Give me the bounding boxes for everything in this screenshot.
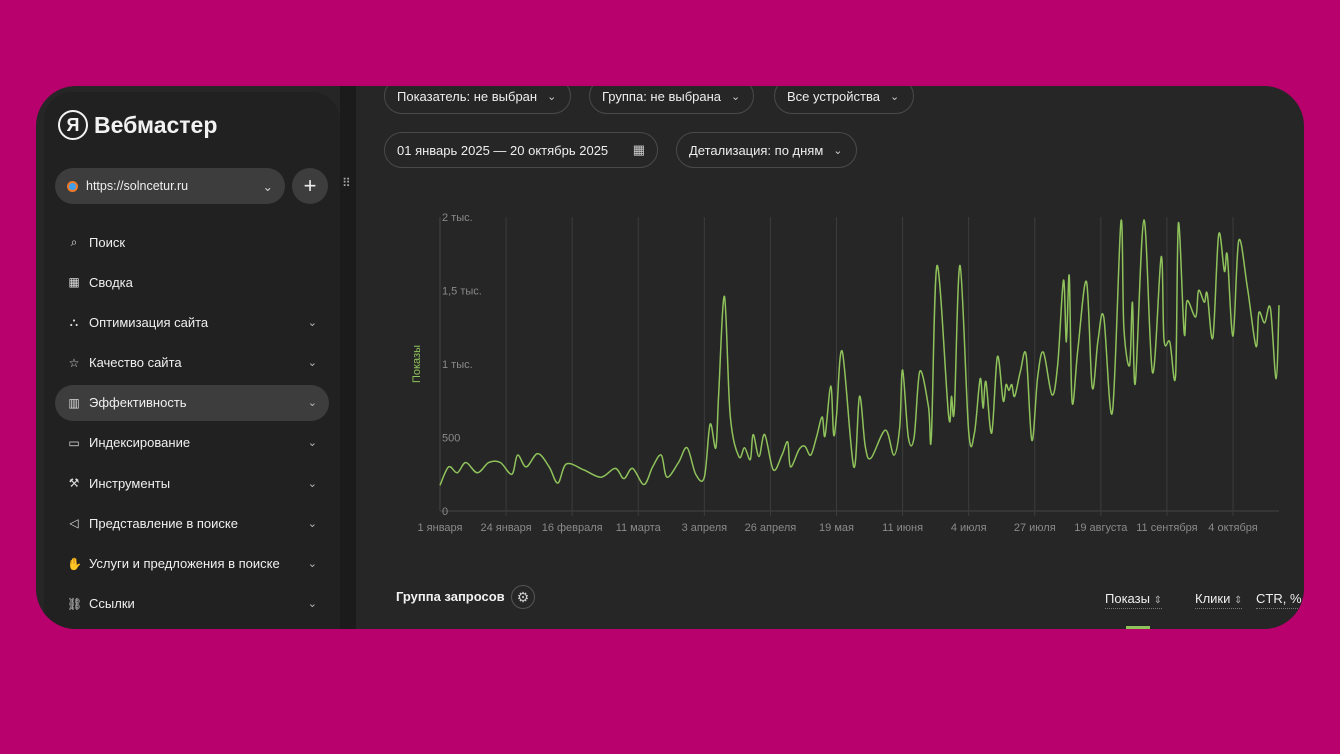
date-range-picker[interactable]: 01 январь 2025 — 20 октябрь 2025 ▦ bbox=[384, 132, 658, 168]
sidebar-item[interactable]: ⛬ Оптимизация сайта ⌄ bbox=[55, 304, 329, 340]
sidebar-item-label: Сводка bbox=[89, 274, 133, 290]
column-label: CTR, % bbox=[1256, 591, 1302, 606]
sidebar-item-label: Индексирование bbox=[89, 435, 191, 451]
calendar-icon: ▦ bbox=[632, 142, 645, 157]
site-url: https://solncetur.ru bbox=[86, 179, 189, 193]
query-group-title: Группа запросов bbox=[396, 589, 505, 604]
sidebar-nav: ⌕ Поиск ▦ Сводка ⛬ Оптимизация сайта ⌄ ☆ Качеств… bbox=[55, 224, 329, 626]
logo[interactable]: Я Вебмастер bbox=[58, 110, 217, 140]
x-tick-label: 3 апреля bbox=[682, 522, 728, 534]
sidebar-item-label: Качество сайта bbox=[89, 355, 182, 371]
sidebar-divider bbox=[340, 86, 356, 629]
column-label: Показы bbox=[1105, 591, 1150, 606]
grid-icon: ▦ bbox=[68, 275, 80, 290]
sidebar-item[interactable]: ⌕ Поиск bbox=[55, 224, 329, 260]
group-filter[interactable]: Группа: не выбрана ⌄ bbox=[589, 86, 754, 114]
x-tick-label: 11 марта bbox=[616, 522, 662, 534]
chevron-down-icon: ⌄ bbox=[307, 357, 317, 370]
x-tick-label: 4 октября bbox=[1208, 522, 1258, 534]
chevron-down-icon: ⌄ bbox=[833, 144, 843, 157]
chevron-down-icon: ⌄ bbox=[547, 90, 557, 103]
wrench-icon: ⚒ bbox=[68, 476, 80, 491]
date-range-label: 01 январь 2025 — 20 октябрь 2025 bbox=[397, 142, 609, 158]
detail-filter-label: Детализация: по дням bbox=[689, 142, 824, 158]
chevron-down-icon: ⌄ bbox=[307, 477, 317, 490]
site-favicon-icon bbox=[67, 180, 78, 192]
y-tick-label: 2 тыс. bbox=[442, 212, 473, 224]
chevron-down-icon: ⌄ bbox=[731, 90, 741, 103]
x-tick-label: 1 января bbox=[418, 522, 463, 534]
logo-text: Вебмастер bbox=[94, 111, 218, 138]
x-tick-label: 24 января bbox=[481, 522, 532, 534]
impressions-line bbox=[439, 219, 1280, 486]
x-tick-label: 19 августа bbox=[1074, 522, 1128, 534]
sidebar-item-label: Оптимизация сайта bbox=[89, 314, 209, 330]
sidebar-item[interactable]: ✋ Услуги и предложения в поиске ⌄ bbox=[55, 546, 329, 582]
yandex-logo-icon: Я bbox=[58, 110, 88, 140]
chevron-down-icon: ⌄ bbox=[307, 598, 317, 611]
sitemap-icon: ⛬ bbox=[69, 314, 79, 329]
webmaster-window: Я Вебмастер https://solncetur.ru ⌄ + ⌕ По… bbox=[36, 86, 1304, 629]
detail-filter[interactable]: Детализация: по дням ⌄ bbox=[676, 132, 857, 168]
chevron-down-icon: ⌄ bbox=[307, 316, 317, 329]
chevron-down-icon: ⌄ bbox=[307, 397, 317, 410]
column-label: Клики bbox=[1195, 591, 1231, 606]
impressions-bar bbox=[1126, 626, 1150, 629]
link-icon: ⛓ bbox=[67, 596, 83, 611]
search-icon: ⌕ bbox=[70, 234, 78, 249]
sidebar-item[interactable]: ▭ Индексирование ⌄ bbox=[55, 425, 329, 461]
y-tick-label: 1,5 тыс. bbox=[442, 286, 482, 298]
sidebar-item[interactable]: ☆ Качество сайта ⌄ bbox=[55, 345, 329, 381]
x-tick-label: 19 мая bbox=[819, 522, 854, 534]
sidebar-item-label: Ссылки bbox=[89, 596, 135, 612]
group-filter-label: Группа: не выбрана bbox=[602, 88, 722, 104]
y-axis-label: Показы bbox=[411, 345, 423, 383]
chevron-down-icon: ⌄ bbox=[890, 90, 900, 103]
sort-icon: ⇕ bbox=[1153, 595, 1162, 606]
chevron-down-icon: ⌄ bbox=[307, 437, 317, 450]
y-tick-label: 1 тыс. bbox=[442, 359, 473, 371]
chevron-down-icon: ⌄ bbox=[307, 558, 317, 570]
gear-icon[interactable]: ⚙ bbox=[511, 585, 535, 609]
sidebar-item[interactable]: ▥ Эффективность ⌄ bbox=[55, 384, 329, 421]
sidebar-item-label: Представление в поиске bbox=[89, 515, 238, 531]
bar-chart-icon: ▥ bbox=[68, 395, 80, 410]
star-icon: ☆ bbox=[68, 355, 80, 370]
sidebar-item[interactable]: ⛓ Ссылки ⌄ bbox=[55, 586, 329, 622]
column-ctr[interactable]: CTR, % bbox=[1256, 591, 1302, 609]
x-tick-label: 11 июня bbox=[882, 522, 923, 534]
column-clicks[interactable]: Клики ⇕ bbox=[1195, 591, 1243, 609]
site-selector[interactable]: https://solncetur.ru ⌄ bbox=[55, 168, 285, 204]
monitor-icon: ▭ bbox=[68, 435, 80, 450]
sidebar-item-label: Услуги и предложения в поиске bbox=[89, 556, 280, 571]
devices-filter[interactable]: Все устройства ⌄ bbox=[774, 86, 914, 114]
sidebar-item-label: Поиск bbox=[89, 234, 126, 250]
sidebar-item[interactable]: ▦ Сводка bbox=[55, 264, 329, 300]
megaphone-icon: ◁ bbox=[69, 516, 79, 531]
indicator-filter-label: Показатель: не выбран bbox=[397, 88, 538, 104]
sidebar-item[interactable]: ◁ Представление в поиске ⌄ bbox=[55, 505, 329, 541]
x-tick-label: 4 июля bbox=[951, 522, 987, 534]
sidebar: Я Вебмастер https://solncetur.ru ⌄ + ⌕ По… bbox=[44, 92, 340, 629]
indicator-filter[interactable]: Показатель: не выбран ⌄ bbox=[384, 86, 571, 114]
column-impressions[interactable]: Показы ⇕ bbox=[1105, 591, 1162, 609]
drag-handle-icon[interactable]: ⠿ bbox=[342, 176, 351, 190]
x-tick-label: 27 июля bbox=[1014, 522, 1056, 534]
hand-icon: ✋ bbox=[67, 556, 82, 571]
x-tick-label: 26 апреля bbox=[745, 522, 797, 534]
sidebar-item[interactable]: ⚒ Инструменты ⌄ bbox=[55, 465, 329, 501]
add-site-button[interactable]: + bbox=[292, 168, 328, 204]
devices-filter-label: Все устройства bbox=[787, 88, 880, 104]
sidebar-item-label: Эффективность bbox=[89, 395, 187, 411]
chevron-down-icon: ⌄ bbox=[307, 517, 317, 530]
x-tick-label: 16 февраля bbox=[542, 522, 603, 534]
x-tick-label: 11 сентября bbox=[1136, 522, 1197, 534]
y-tick-label: 0 bbox=[442, 506, 448, 518]
sort-icon: ⇕ bbox=[1234, 595, 1243, 606]
y-tick-label: 500 bbox=[442, 433, 460, 445]
impressions-chart: 1 января 24 января 16 февраля 11 марта 3 апр… bbox=[411, 212, 1280, 534]
chevron-down-icon: ⌄ bbox=[262, 179, 273, 194]
sidebar-item-label: Инструменты bbox=[89, 475, 171, 491]
